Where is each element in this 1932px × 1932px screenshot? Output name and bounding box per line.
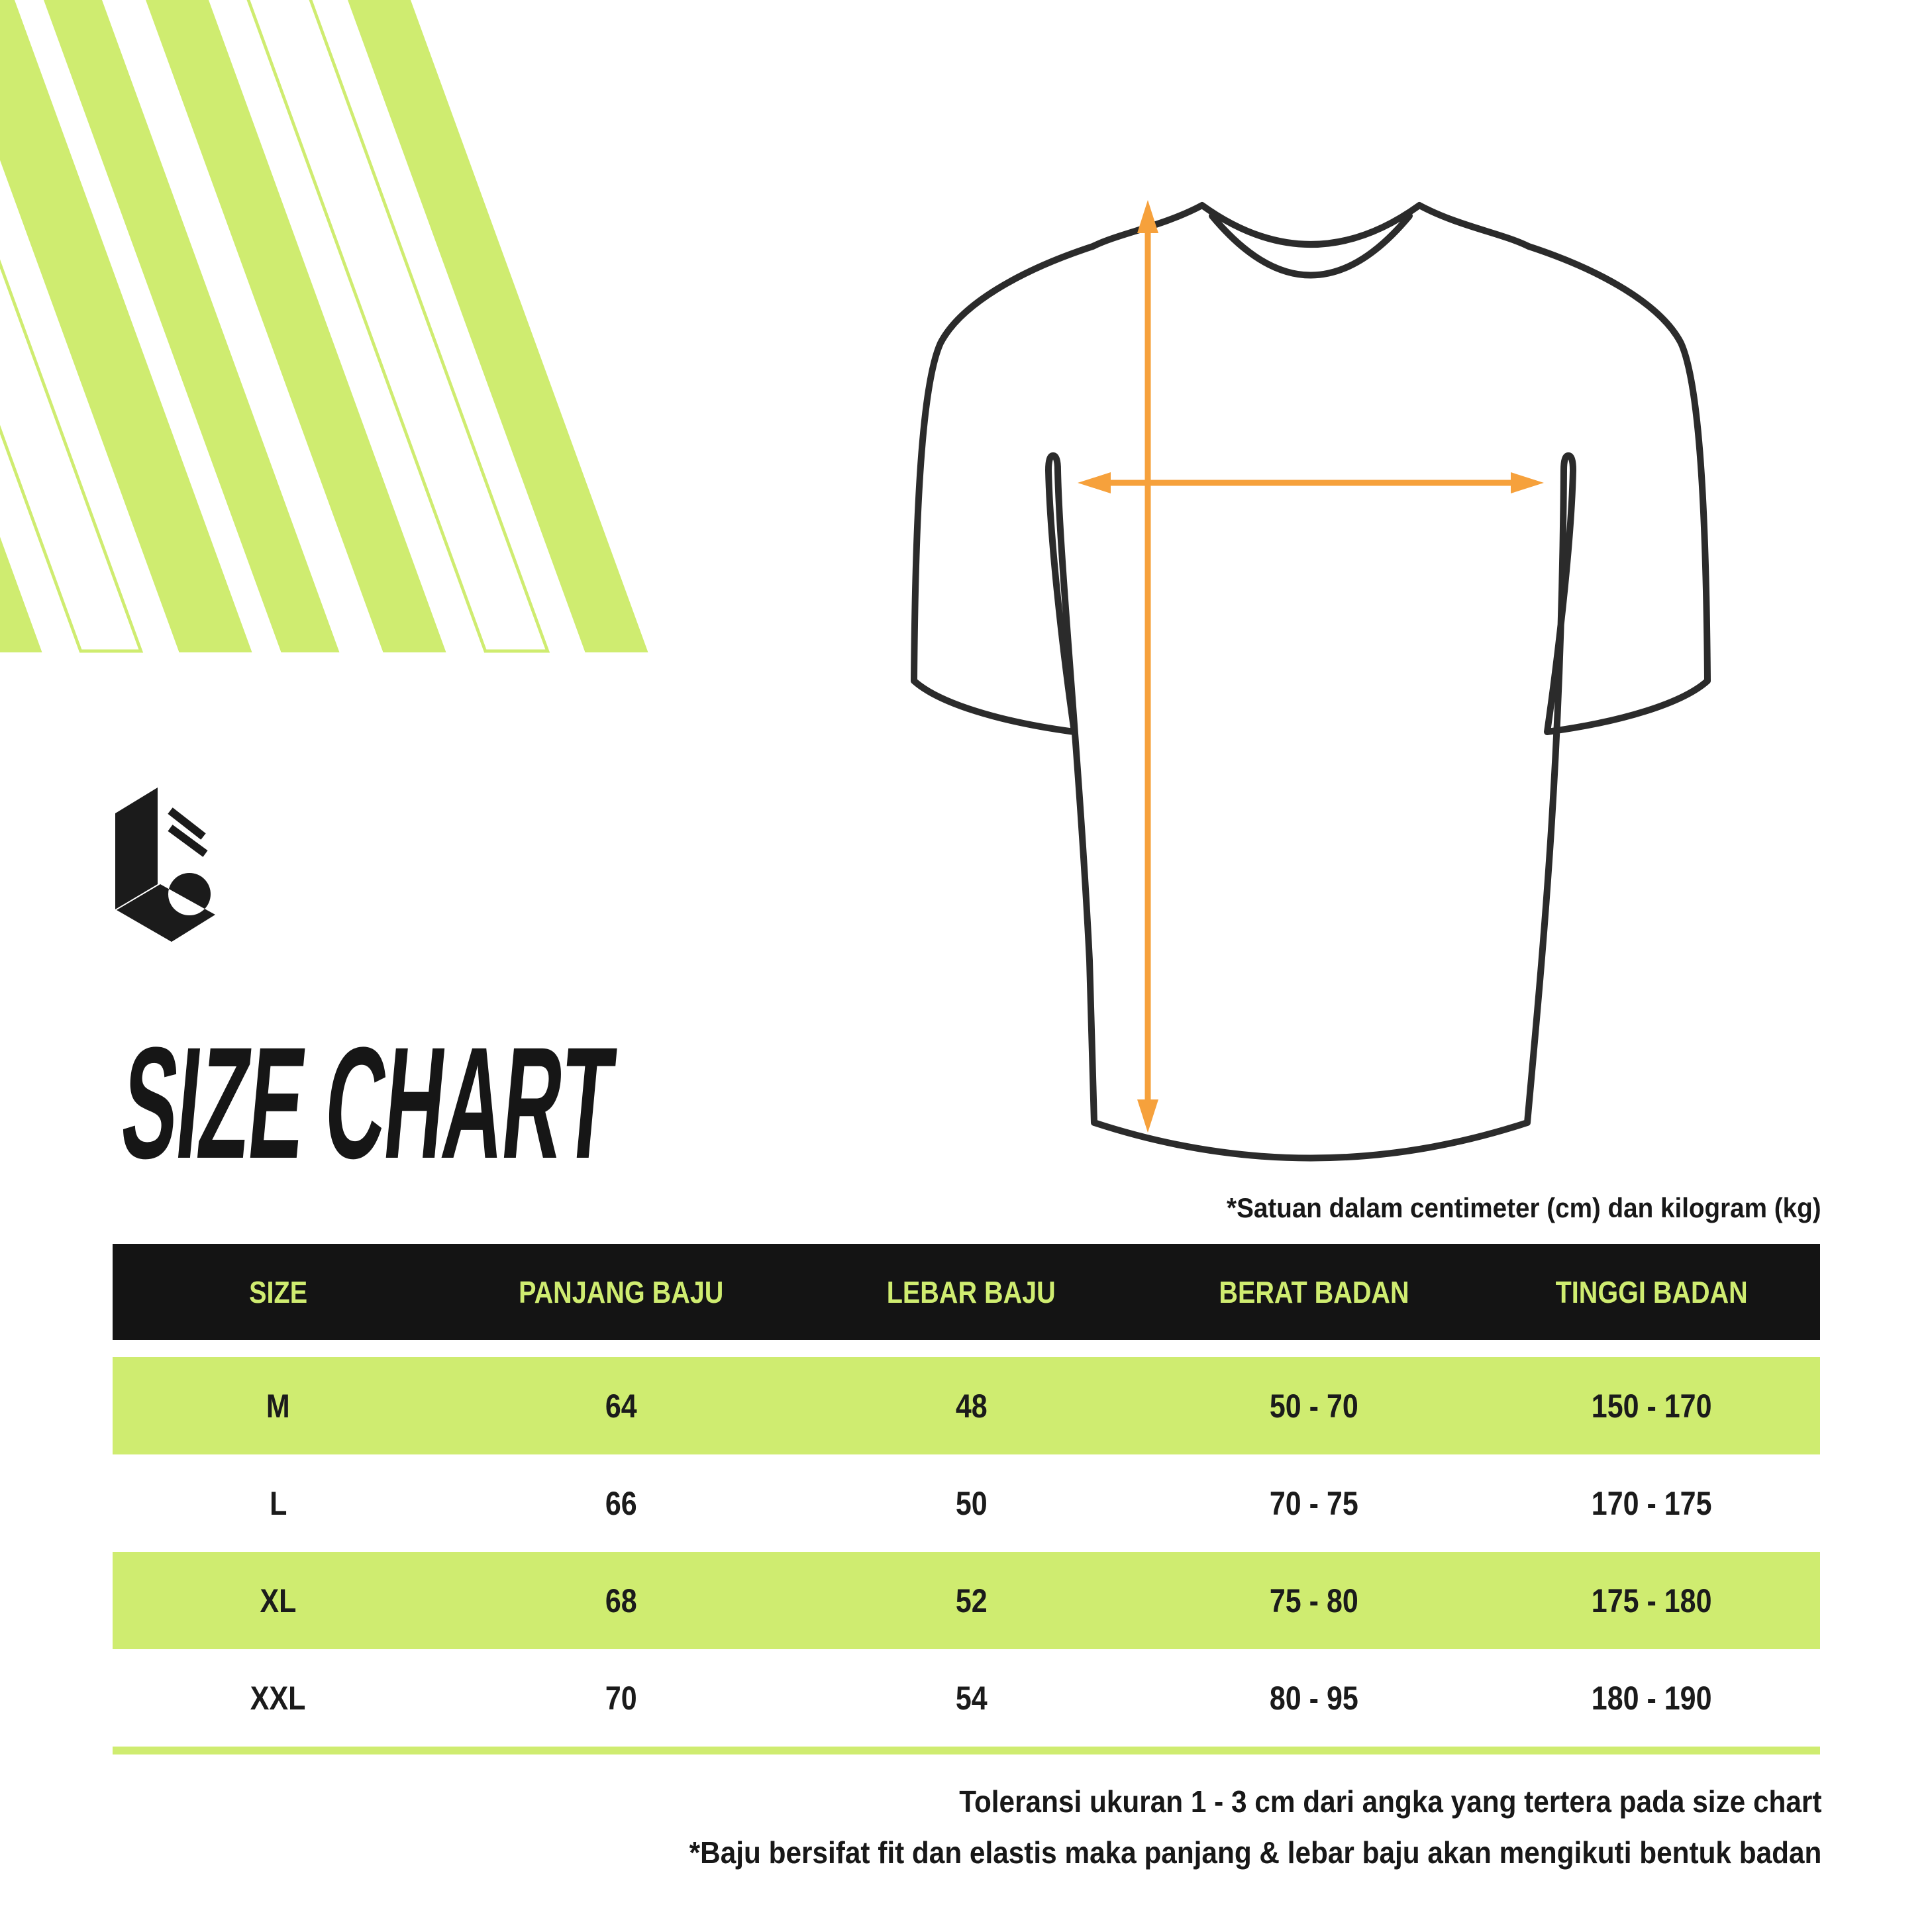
col-header-panjang-baju: PANJANG BAJU <box>519 1274 724 1309</box>
diagonal-stripes-icon <box>0 0 648 653</box>
cell-size: M <box>266 1387 290 1425</box>
table-row-m: M 64 48 50 - 70 150 - 170 <box>113 1357 1820 1454</box>
cell-panjang-baju: 68 <box>605 1582 638 1619</box>
table-row-l: L 66 50 70 - 75 170 - 175 <box>113 1454 1820 1552</box>
cell-berat-badan: 75 - 80 <box>1269 1582 1358 1619</box>
cell-size: XL <box>260 1582 297 1619</box>
cell-panjang-baju: 70 <box>605 1679 638 1717</box>
col-header-size: SIZE <box>249 1274 308 1309</box>
cell-lebar-baju: 50 <box>955 1484 988 1522</box>
tshirt-outline-icon <box>911 202 1711 1162</box>
units-note: *Satuan dalam centimeter (cm) dan kilogr… <box>1227 1192 1821 1223</box>
cell-panjang-baju: 64 <box>605 1387 638 1425</box>
cell-berat-badan: 50 - 70 <box>1269 1387 1358 1425</box>
tshirt-diagram <box>911 200 1711 1162</box>
cell-size: XXL <box>250 1679 306 1717</box>
cell-panjang-baju: 66 <box>605 1484 638 1522</box>
cell-tinggi-badan: 175 - 180 <box>1592 1582 1712 1619</box>
col-header-berat-badan: BERAT BADAN <box>1219 1274 1409 1309</box>
table-header-row: SIZE PANJANG BAJU LEBAR BAJU BERAT BADAN… <box>113 1244 1820 1340</box>
cell-tinggi-badan: 180 - 190 <box>1592 1679 1712 1717</box>
tolerance-note: Toleransi ukuran 1 - 3 cm dari angka yan… <box>958 1784 1821 1819</box>
width-arrow-icon <box>1078 472 1544 493</box>
cell-lebar-baju: 54 <box>955 1679 988 1717</box>
page-title: SIZE CHART <box>115 1014 621 1192</box>
cell-berat-badan: 80 - 95 <box>1269 1679 1358 1717</box>
fit-note: *Baju bersifat fit dan elastis maka panj… <box>689 1835 1821 1870</box>
col-header-lebar-baju: LEBAR BAJU <box>887 1274 1056 1309</box>
table-row-xxl: XXL 70 54 80 - 95 180 - 190 <box>113 1649 1820 1747</box>
cell-berat-badan: 70 - 75 <box>1269 1484 1358 1522</box>
cell-tinggi-badan: 150 - 170 <box>1592 1387 1712 1425</box>
cell-size: L <box>269 1484 287 1522</box>
size-table: SIZE PANJANG BAJU LEBAR BAJU BERAT BADAN… <box>113 1244 1820 1754</box>
cell-tinggi-badan: 170 - 175 <box>1592 1484 1712 1522</box>
header-gap <box>113 1340 1820 1357</box>
length-arrow-icon <box>1137 200 1158 1133</box>
table-row-xl: XL 68 52 75 - 80 175 - 180 <box>113 1552 1820 1649</box>
col-header-tinggi-badan: TINGGI BADAN <box>1555 1274 1749 1309</box>
brand-logo-icon <box>115 788 215 942</box>
cell-lebar-baju: 48 <box>955 1387 988 1425</box>
cell-lebar-baju: 52 <box>955 1582 988 1619</box>
table-body: M 64 48 50 - 70 150 - 170 L 66 50 70 - 7… <box>113 1357 1820 1754</box>
